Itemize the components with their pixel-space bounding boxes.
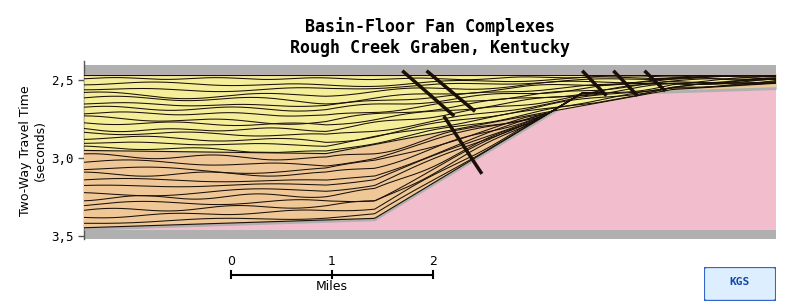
Text: 2: 2: [430, 255, 438, 268]
Text: 1: 1: [328, 255, 336, 268]
Text: Miles: Miles: [316, 281, 348, 293]
Title: Basin-Floor Fan Complexes
Rough Creek Graben, Kentucky: Basin-Floor Fan Complexes Rough Creek Gr…: [290, 17, 570, 57]
FancyBboxPatch shape: [704, 267, 776, 301]
Text: KGS: KGS: [730, 277, 750, 287]
Text: 0: 0: [226, 255, 234, 268]
Y-axis label: Two-Way Travel Time
(seconds): Two-Way Travel Time (seconds): [19, 85, 47, 216]
